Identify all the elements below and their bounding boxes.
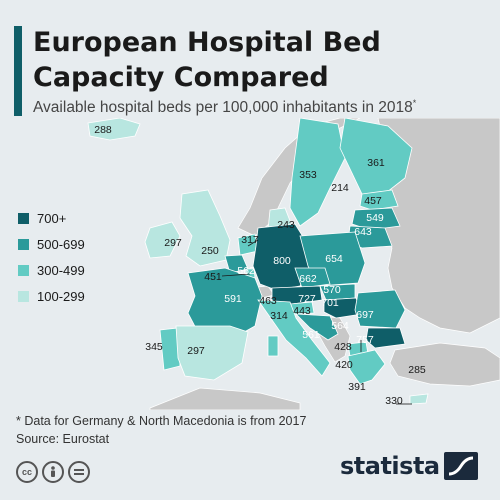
map-canvas: 288 353 214 361 457 549 643 243 297 250 317 800 654 5… [87,118,500,410]
north-africa [149,387,301,410]
value-label: 297 [164,237,182,249]
legend-item-300-499: 300-499 [18,257,85,283]
value-label: 701 [321,297,339,309]
value-label: 361 [367,157,385,169]
value-label: 353 [299,169,317,181]
value-label: 250 [201,245,219,257]
brand-name: statista [340,452,440,480]
statista-logo-icon [443,452,478,480]
region-austria [271,285,323,305]
value-label: 757 [356,334,374,346]
value-label: 564 [331,320,349,332]
value-label: 317 [241,234,259,246]
legend: 700+ 500-699 300-499 100-299 [18,205,85,309]
source-note: Source: Eurostat [16,432,110,446]
person-glyph [51,466,55,477]
value-label: 643 [354,226,372,238]
region-czechia [294,267,331,289]
legend-swatch [18,238,29,250]
region-ireland [144,221,181,259]
value-label: 697 [356,309,374,321]
legend-label: 700+ [37,210,67,226]
value-label: 662 [299,273,317,285]
subtitle-footnote-mark: * [412,98,417,108]
page-title: European Hospital Bed Capacity Compared [33,27,381,93]
leader-line-netherlands [247,239,259,247]
value-label: 570 [323,284,341,296]
region-bulgaria [365,327,406,349]
value-label: 314 [270,310,288,322]
legend-swatch [18,264,29,276]
value-label: 214 [331,182,349,194]
leader-line-luxembourg [221,273,251,277]
value-label: 562 [237,265,255,277]
region-hungary [323,297,363,319]
value-label: 297 [187,345,205,357]
value-label: 243 [277,219,295,231]
footnote: * Data for Germany & North Macedonia is … [16,414,307,428]
legend-swatch [18,290,29,302]
region-portugal [159,327,181,371]
legend-label: 300-499 [37,262,85,278]
legend-item-100-299: 100-299 [18,283,85,309]
value-label: 428 [334,341,352,353]
region-cyprus [409,393,429,405]
value-label: 591 [224,293,242,305]
europe-map: 288 353 214 361 457 549 643 243 297 250 317 800 654 5… [0,118,500,410]
nd-icon[interactable] [68,461,90,483]
value-label: 549 [366,212,384,224]
legend-item-700-plus: 700+ [18,205,85,231]
region-sardinia [267,335,279,357]
region-uk [179,189,231,267]
legend-swatch [18,212,29,224]
value-label: 451 [204,271,222,283]
value-label: 420 [335,359,353,371]
region-italy [257,299,331,377]
value-label: 288 [94,124,112,136]
value-label: 443 [293,305,311,317]
title-accent-bar [14,26,22,116]
value-label: 330 [385,395,403,407]
eu-countries [87,118,429,405]
turkey [389,342,500,387]
value-label: 391 [348,381,366,393]
region-croatia [294,313,339,341]
equals-glyph [74,469,84,475]
legend-label: 100-299 [37,288,85,304]
region-iceland [87,118,141,141]
statista-brand[interactable]: statista [340,452,478,480]
value-label: 727 [298,293,316,305]
value-label: 463 [259,295,277,307]
value-label: 800 [273,255,291,267]
leader-lines [221,239,412,405]
by-icon[interactable] [42,461,64,483]
value-label: 457 [364,195,382,207]
region-spain [175,325,249,381]
legend-item-500-699: 500-699 [18,231,85,257]
subtitle-text: Available hospital beds per 100,000 inha… [33,99,413,117]
value-label: 345 [145,341,163,353]
cc-icon[interactable]: cc [16,461,38,483]
value-label: 654 [325,253,343,265]
value-label: 561 [302,329,320,341]
value-labels: 288 353 214 361 457 549 643 243 297 250 317 800 654 5… [94,124,426,407]
value-label: 285 [408,364,426,376]
region-greece [347,349,386,385]
page-subtitle: Available hospital beds per 100,000 inha… [33,98,493,117]
license-icons: cc [16,461,90,483]
legend-label: 500-699 [37,236,85,252]
